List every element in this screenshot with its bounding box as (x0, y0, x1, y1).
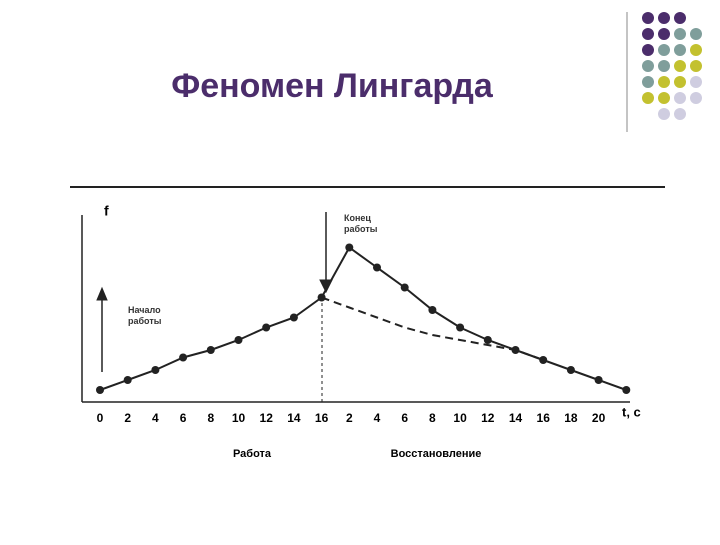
x-tick-label: 16 (315, 411, 329, 425)
point (400, 283, 409, 292)
x-tick-label: 8 (207, 411, 214, 425)
point (206, 346, 215, 354)
point (456, 323, 465, 332)
point (96, 386, 104, 394)
y-axis-label: f (104, 203, 109, 219)
point (123, 376, 132, 384)
annotation: Конец работы (344, 213, 378, 234)
x-tick-label: 8 (429, 411, 436, 425)
annotation: Работа (233, 448, 272, 460)
point (428, 306, 437, 314)
line (321, 296, 544, 361)
point (373, 263, 381, 272)
point (151, 366, 160, 374)
x-tick-label: 18 (564, 411, 578, 425)
x-tick-label: 2 (346, 411, 353, 425)
x-tick-label: 16 (537, 411, 551, 425)
x-tick-label: 4 (152, 411, 159, 425)
x-tick-label: 6 (180, 411, 187, 425)
point (622, 386, 631, 394)
x-tick-label: 12 (481, 411, 495, 425)
x-tick-label: 2 (124, 411, 131, 425)
annotation: Начало работы (128, 305, 162, 326)
x-tick-label: 10 (453, 411, 467, 425)
point (345, 243, 354, 252)
point (594, 376, 603, 384)
x-axis-label: t, c (622, 404, 641, 419)
point (566, 366, 575, 374)
point (179, 353, 188, 362)
x-tick-label: 14 (509, 411, 523, 425)
x-tick-label: 10 (232, 411, 246, 425)
annotation-box: Конец работы (344, 213, 378, 234)
annotation-box: Начало работы (128, 305, 162, 326)
x-tick-label: 0 (97, 411, 104, 425)
x-tick-label: 12 (260, 411, 274, 425)
decoration (70, 12, 702, 188)
x-tick-label: 4 (374, 411, 381, 425)
point (289, 313, 298, 322)
point (483, 336, 492, 344)
point (539, 356, 548, 364)
x-tick-label: 14 (287, 411, 301, 425)
x-tick-label: 6 (401, 411, 408, 425)
slide-title: Феномен Лингарда (171, 67, 494, 105)
annotation: Восстановление (391, 448, 482, 460)
point (262, 323, 271, 332)
x-tick-label: 20 (592, 411, 606, 425)
point (234, 336, 243, 344)
